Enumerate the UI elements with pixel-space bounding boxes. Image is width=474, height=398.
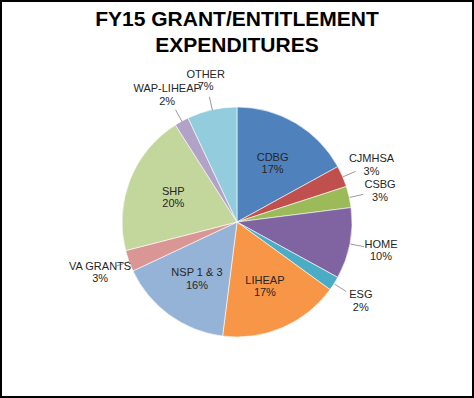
svg-text:WAP-LIHEAP2%: WAP-LIHEAP2% bbox=[133, 82, 200, 107]
svg-text:CSBG3%: CSBG3% bbox=[364, 178, 395, 203]
svg-text:SHP20%: SHP20% bbox=[162, 185, 185, 210]
html-text:FY15 GRANT/ENTITLEMENT EXPENDI: FY15 GRANT/ENTITLEMENT EXPENDITURES bbox=[95, 7, 379, 56]
svg-text:CDBG17%: CDBG17% bbox=[257, 151, 289, 176]
svg-text:CJMHSA3%: CJMHSA3% bbox=[349, 152, 395, 177]
svg-text:LIHEAP17%: LIHEAP17% bbox=[245, 274, 284, 299]
svg-text:NSP 1 & 316%: NSP 1 & 316% bbox=[171, 266, 222, 291]
svg-text:HOME10%: HOME10% bbox=[364, 238, 397, 263]
svg-text:OTHER7%: OTHER7% bbox=[186, 68, 225, 93]
svg-text:VA GRANTS3%: VA GRANTS3% bbox=[69, 260, 131, 285]
svg-text:ESG2%: ESG2% bbox=[349, 288, 372, 313]
